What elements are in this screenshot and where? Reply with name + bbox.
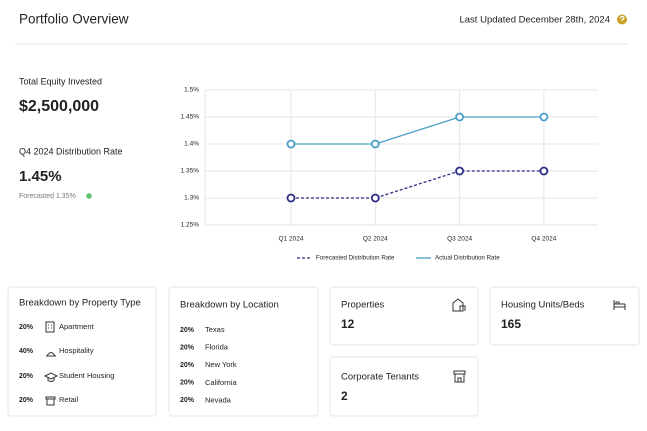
y-tick-label: 1.3%: [184, 195, 199, 202]
point-marker: [539, 112, 549, 122]
y-tick-label: 1.45%: [181, 114, 200, 121]
stat-label: Corporate Tenants: [341, 372, 419, 383]
row-label: Texas: [205, 325, 225, 334]
row-label: Hospitality: [59, 346, 94, 355]
card: [329, 286, 479, 346]
point-marker: [286, 193, 296, 203]
card: [329, 356, 479, 417]
building-icon: [452, 298, 466, 312]
stat-value: 12: [341, 317, 355, 331]
row-label: Florida: [205, 343, 229, 352]
stat-label: Properties: [341, 300, 385, 311]
row-percent: 20%: [180, 380, 195, 387]
card: [489, 286, 640, 346]
stat-value: 165: [501, 317, 521, 331]
rate-label: Q4 2024 Distribution Rate: [19, 146, 123, 156]
row-percent: 20%: [180, 362, 195, 369]
card: [7, 286, 157, 417]
row-label: Nevada: [205, 395, 232, 404]
point-marker: [455, 112, 465, 122]
row-percent: 40%: [19, 348, 34, 355]
point-marker: [370, 139, 380, 149]
point-marker: [370, 193, 380, 203]
row-label: Apartment: [59, 322, 95, 331]
y-tick-label: 1.4%: [184, 141, 199, 148]
row-icon: [45, 396, 56, 406]
point-marker: [455, 166, 465, 176]
stat-value: 2: [341, 389, 348, 403]
row-icon: [46, 352, 56, 357]
y-tick-label: 1.5%: [184, 87, 199, 94]
card-title: Breakdown by Location: [180, 300, 279, 311]
row-percent: 20%: [19, 397, 34, 404]
bed-icon: [613, 300, 626, 310]
x-tick-label: Q4 2024: [531, 236, 556, 243]
row-label: Retail: [59, 395, 79, 404]
row-percent: 20%: [19, 324, 34, 331]
stat-label: Housing Units/Beds: [501, 300, 585, 311]
forecast-note: Forecasted 1.35%: [19, 193, 76, 200]
row-icon: [43, 372, 59, 382]
store-icon: [453, 370, 466, 383]
series-line: [291, 116, 544, 145]
help-glyph: [619, 15, 625, 21]
row-icon: [45, 321, 55, 333]
row-label: California: [205, 378, 238, 387]
card: [168, 286, 319, 417]
page-title: Portfolio Overview: [19, 12, 129, 27]
legend-label: Forecasted Distribution Rate: [316, 255, 395, 262]
last-updated: Last Updated December 28th, 2024: [459, 15, 610, 26]
point-marker: [539, 166, 549, 176]
row-percent: 20%: [19, 373, 34, 380]
series-line: [291, 170, 544, 199]
status-dot: [86, 193, 92, 199]
equity-label: Total Equity Invested: [19, 76, 102, 86]
x-tick-label: Q3 2024: [447, 236, 472, 243]
x-tick-label: Q1 2024: [279, 236, 304, 243]
y-tick-label: 1.25%: [181, 222, 200, 229]
equity-value: $2,500,000: [19, 98, 99, 115]
rate-value: 1.45%: [19, 168, 62, 185]
row-percent: 20%: [180, 327, 195, 334]
row-label: New York: [205, 360, 237, 369]
row-percent: 20%: [180, 397, 195, 404]
x-tick-label: Q2 2024: [363, 236, 388, 243]
legend-label: Actual Distribution Rate: [435, 255, 500, 262]
card-title: Breakdown by Property Type: [19, 298, 141, 309]
y-tick-label: 1.35%: [181, 168, 200, 175]
point-marker: [286, 139, 296, 149]
row-percent: 20%: [180, 344, 195, 351]
chart: 1.25% 1.3% 1.35% 1.4% 1.45% 1.5% Q1 2024 Q2 202…: [181, 87, 598, 262]
row-label: Student Housing: [59, 371, 114, 380]
